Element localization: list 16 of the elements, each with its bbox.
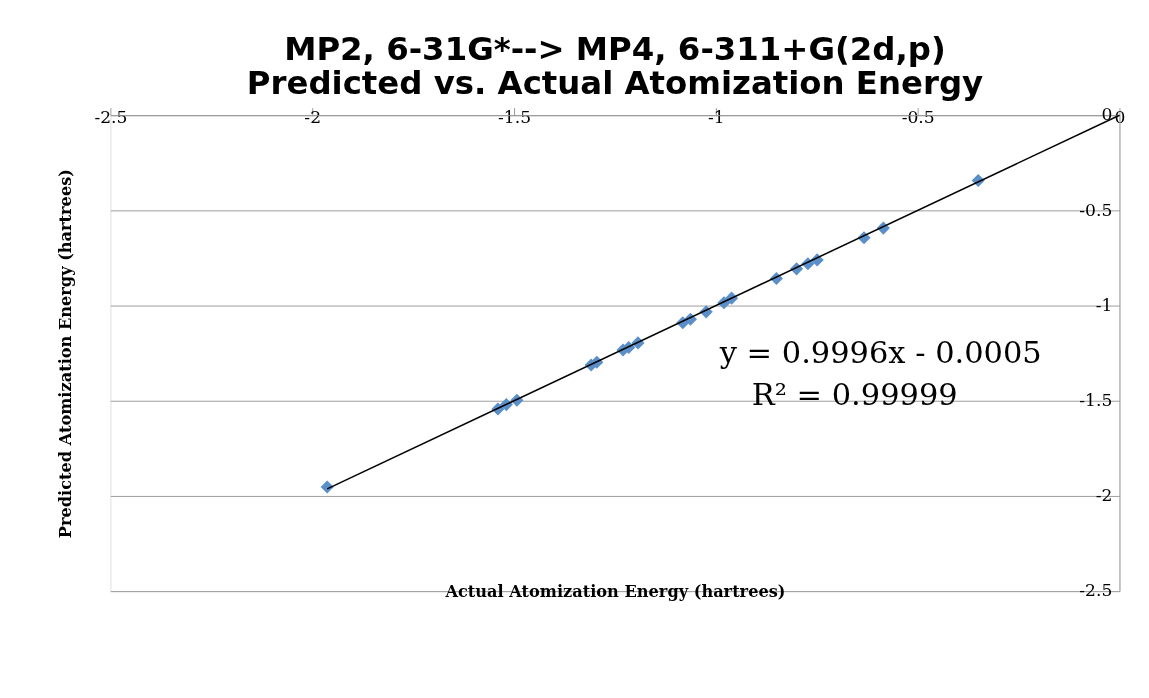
annotation: y = 0.9996x - 0.0005 — [718, 334, 1042, 370]
x-tick-label: -2.5 — [94, 107, 128, 128]
x-tick-label: 0 — [1114, 107, 1126, 128]
y-tick-label: -1 — [1095, 294, 1113, 315]
y-axis-title: Predicted Atomization Energy (hartrees) — [55, 169, 75, 539]
y-tick-label: -1.5 — [1079, 390, 1113, 411]
y-tick-label: -2 — [1095, 485, 1113, 506]
text: MP2, 6-31G*--> MP4, 6-311+G(2d,p) — [284, 29, 946, 68]
y-tick-label: -0.5 — [1079, 199, 1113, 220]
x-tick-label: -1.5 — [498, 107, 532, 128]
y-tick-label: -2.5 — [1079, 580, 1113, 601]
x-axis-title: Actual Atomization Energy (hartrees) — [444, 582, 786, 602]
x-tick-label: -1 — [708, 107, 725, 128]
annotation: R² = 0.99999 — [751, 376, 958, 412]
x-tick-label: -0.5 — [901, 107, 935, 128]
x-tick-label: -2 — [304, 107, 322, 128]
